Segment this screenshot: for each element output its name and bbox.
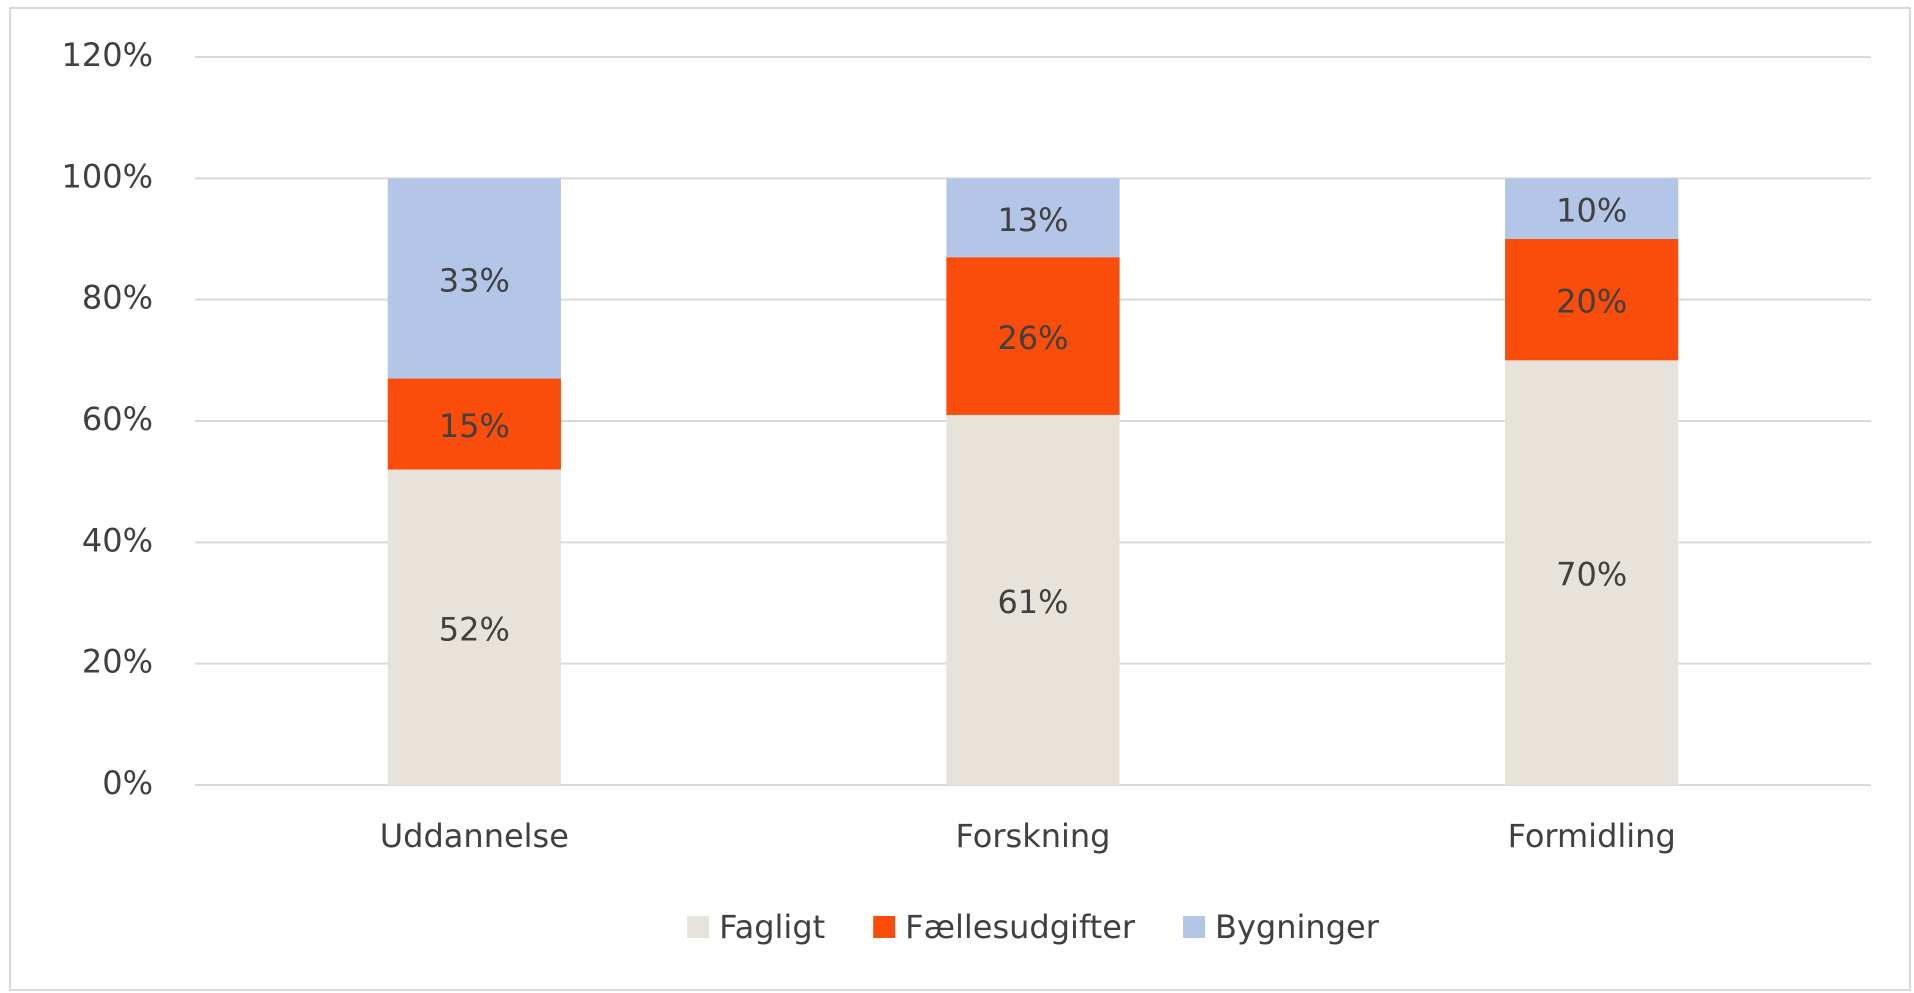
y-tick-label: 100% — [62, 157, 153, 195]
bar-segment — [387, 378, 561, 470]
bar-segment — [1505, 239, 1679, 361]
bar-segment — [1505, 360, 1679, 785]
legend-label: Fællesudgifter — [905, 908, 1136, 946]
x-tick-label: Uddannelse — [380, 817, 569, 855]
y-tick-label: 80% — [82, 279, 153, 317]
data-label: 10% — [1556, 192, 1627, 230]
bar-segment — [387, 178, 561, 379]
legend-swatch — [873, 916, 896, 938]
bar-segment — [946, 257, 1120, 415]
data-label: 26% — [997, 319, 1068, 357]
legend-swatch — [1183, 916, 1206, 938]
bar-segment — [946, 178, 1120, 258]
legend-swatch — [687, 916, 710, 938]
data-label: 52% — [439, 610, 510, 648]
legend-label: Fagligt — [719, 908, 825, 946]
data-label: 20% — [1556, 283, 1627, 321]
x-tick-label: Forskning — [956, 817, 1111, 855]
y-tick-label: 20% — [82, 643, 153, 681]
y-tick-label: 60% — [82, 400, 153, 438]
bar-segment — [946, 414, 1120, 785]
x-tick-label: Formidling — [1508, 817, 1676, 855]
data-label: 15% — [439, 407, 510, 445]
legend-label: Bygninger — [1215, 908, 1380, 946]
y-tick-label: 120% — [62, 36, 153, 74]
bar-segment — [387, 469, 561, 785]
bar-segment — [1505, 178, 1679, 239]
y-tick-label: 0% — [102, 764, 153, 802]
y-tick-label: 40% — [82, 521, 153, 559]
data-label: 33% — [439, 261, 510, 299]
data-label: 61% — [997, 583, 1068, 621]
data-label: 13% — [997, 201, 1068, 239]
data-label: 70% — [1556, 556, 1627, 594]
